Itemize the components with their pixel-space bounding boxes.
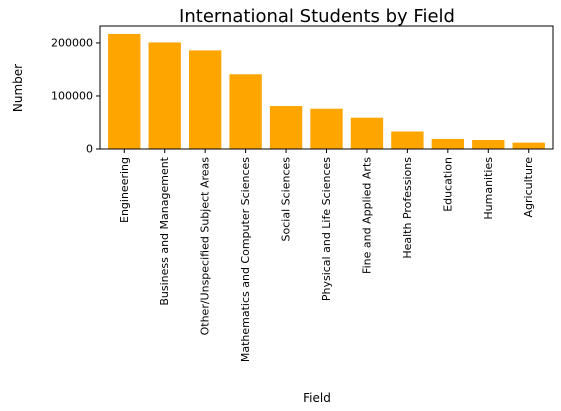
x-tick-label-1: Business and Management [158, 156, 171, 305]
y-tick-label-0: 0 [86, 143, 93, 156]
x-tick-label-4: Social Sciences [280, 157, 293, 242]
bar-8 [431, 138, 465, 149]
bar-3 [229, 74, 262, 149]
bar-6 [350, 117, 384, 149]
y-axis-label: Number [11, 64, 25, 112]
chart-title: International Students by Field [179, 6, 455, 27]
x-tick-label-7: Health Professions [401, 157, 414, 259]
x-tick-label-3: Mathematics and Computer Sciences [239, 157, 252, 362]
bars-group [108, 33, 545, 150]
plot-frame [99, 25, 554, 150]
x-tick-label-8: Education [441, 157, 454, 212]
bar-1 [148, 42, 181, 149]
bar-10 [512, 142, 545, 149]
x-tick-label-10: Agriculture [522, 157, 535, 218]
bar-9 [472, 139, 505, 149]
x-tick-label-6: Fine and Applied Arts [360, 157, 373, 274]
y-axis: 0 100000 200000 [51, 36, 100, 156]
x-tick-label-9: Humanities [482, 157, 495, 220]
y-tick-label-1: 100000 [51, 89, 93, 102]
x-axis: Engineering Business and Management Other/… [118, 149, 535, 362]
bar-5 [310, 108, 343, 149]
bar-7 [391, 131, 424, 149]
bar-2 [188, 50, 222, 149]
x-tick-label-0: Engineering [118, 157, 131, 223]
bar-4 [269, 106, 303, 149]
x-axis-label: Field [303, 391, 331, 405]
bar-0 [108, 33, 141, 150]
x-tick-label-2: Other/Unspecified Subject Areas [199, 157, 212, 336]
x-tick-label-5: Physical and Life Sciences [320, 157, 333, 301]
y-tick-label-2: 200000 [51, 36, 93, 49]
